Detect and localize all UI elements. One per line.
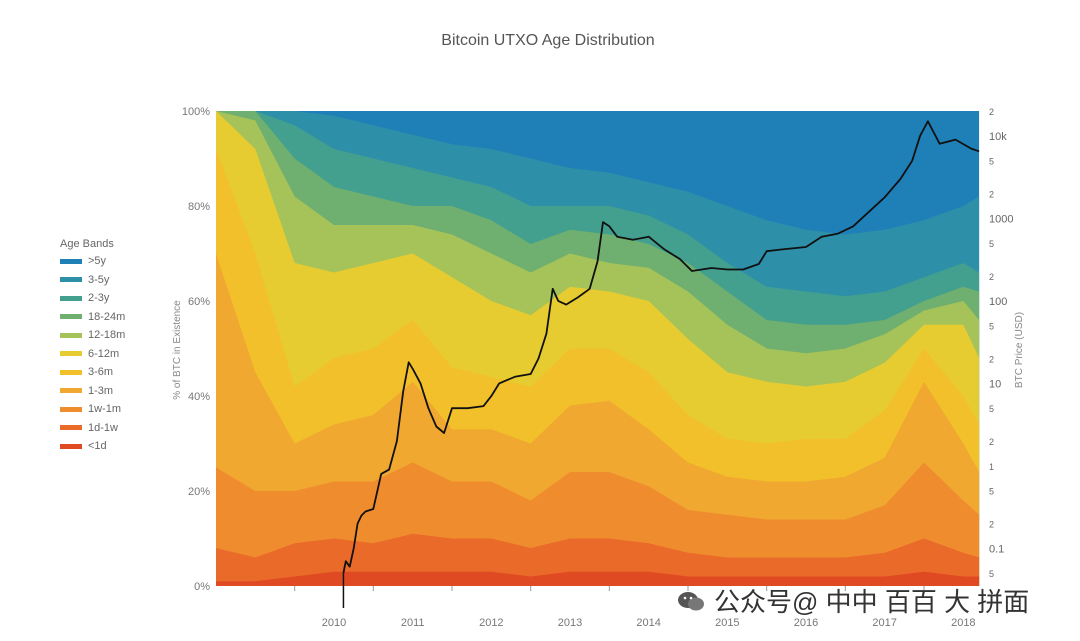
- legend-swatch: [60, 443, 82, 449]
- watermark-text: 公众号@ 中中 百百 大 拼面: [714, 587, 1030, 617]
- y2-tick-label: 0.1: [989, 543, 1004, 555]
- y-axis-label: % of BTC in Existence: [172, 300, 183, 400]
- y2-tick-label: 2: [989, 272, 994, 282]
- y2-tick-label: 2: [989, 190, 994, 200]
- x-tick-label: 2013: [558, 617, 582, 629]
- watermark: 公众号@ 中中 百百 大 拼面: [676, 582, 1029, 619]
- legend-swatch: [60, 369, 82, 375]
- x-tick-label: 2018: [951, 617, 975, 629]
- legend-swatch: [60, 388, 82, 394]
- legend-label: 1d-1w: [88, 421, 118, 434]
- legend-label: 1-3m: [88, 384, 114, 397]
- y2-tick-label: 5: [989, 322, 994, 332]
- x-tick-label: 2010: [322, 617, 346, 629]
- wechat-icon: [676, 589, 706, 613]
- y-tick-label: 40%: [188, 391, 210, 403]
- chart-title: Bitcoin UTXO Age Distribution: [441, 32, 655, 49]
- legend-swatch: [60, 295, 82, 301]
- legend-label: >5y: [88, 255, 107, 268]
- plot-bottom-gutter: [216, 586, 983, 606]
- legend-swatch: [60, 351, 82, 357]
- legend-label: 12-18m: [88, 329, 126, 342]
- y2-tick-label: 2: [989, 437, 994, 447]
- legend-item: <1d: [60, 437, 125, 456]
- x-tick-label: 2014: [636, 617, 660, 629]
- legend-item: 12-18m: [60, 326, 125, 345]
- y-tick-label: 0%: [194, 581, 210, 593]
- legend-label: 3-6m: [88, 366, 114, 379]
- legend-swatch: [60, 258, 82, 264]
- legend-swatch: [60, 332, 82, 338]
- legend-item: 1w-1m: [60, 400, 125, 419]
- legend-label: 18-24m: [88, 310, 126, 323]
- legend-item: 1-3m: [60, 382, 125, 401]
- legend-label: 3-5y: [88, 273, 110, 286]
- legend-item: >5y: [60, 252, 125, 271]
- y2-axis-label: BTC Price (USD): [1014, 312, 1025, 388]
- legend: Age Bands >5y 3-5y 2-3y 18-24m 12-18m 6-12m 3-…: [60, 238, 125, 456]
- y2-tick-label: 5: [989, 239, 994, 249]
- band--1d: [216, 571, 980, 586]
- legend-label: 6-12m: [88, 347, 120, 360]
- legend-item: 6-12m: [60, 345, 125, 364]
- y2-tick-label: 10: [989, 378, 1001, 390]
- x-tick-label: 2017: [872, 617, 896, 629]
- y-tick-label: 20%: [188, 486, 210, 498]
- legend-item: 3-5y: [60, 271, 125, 290]
- legend-swatch: [60, 314, 82, 320]
- legend-label: <1d: [88, 440, 107, 453]
- x-tick-label: 2011: [401, 617, 425, 629]
- y2-tick-label: 10k: [989, 131, 1007, 143]
- legend-item: 3-6m: [60, 363, 125, 382]
- y2-tick-label: 5: [989, 569, 994, 579]
- x-tick-label: 2012: [479, 617, 503, 629]
- y-tick-label: 80%: [188, 201, 210, 213]
- y2-tick-label: 100: [989, 296, 1007, 308]
- legend-label: 1w-1m: [88, 403, 122, 416]
- y2-tick-label: 1000: [989, 213, 1013, 225]
- legend-title: Age Bands: [60, 238, 114, 250]
- y2-tick-label: 2: [989, 520, 994, 530]
- price-line: [342, 120, 980, 574]
- legend-item: 1d-1w: [60, 419, 125, 438]
- legend-swatch: [60, 406, 82, 412]
- legend-item: 2-3y: [60, 289, 125, 308]
- y-tick-label: 100%: [182, 106, 210, 118]
- y2-tick-label: 1: [989, 462, 994, 472]
- y-tick-label: 60%: [188, 296, 210, 308]
- legend-item: 18-24m: [60, 308, 125, 327]
- y2-tick-label: 5: [989, 404, 994, 414]
- y2-tick-label: 5: [989, 487, 994, 497]
- legend-label: 2-3y: [88, 292, 110, 305]
- y2-tick-label: 2: [989, 107, 994, 117]
- y2-tick-label: 5: [989, 157, 994, 167]
- x-tick-label: 2015: [715, 617, 739, 629]
- legend-swatch: [60, 425, 82, 431]
- legend-swatch: [60, 277, 82, 283]
- x-tick-label: 2016: [794, 617, 818, 629]
- y2-tick-label: 2: [989, 355, 994, 365]
